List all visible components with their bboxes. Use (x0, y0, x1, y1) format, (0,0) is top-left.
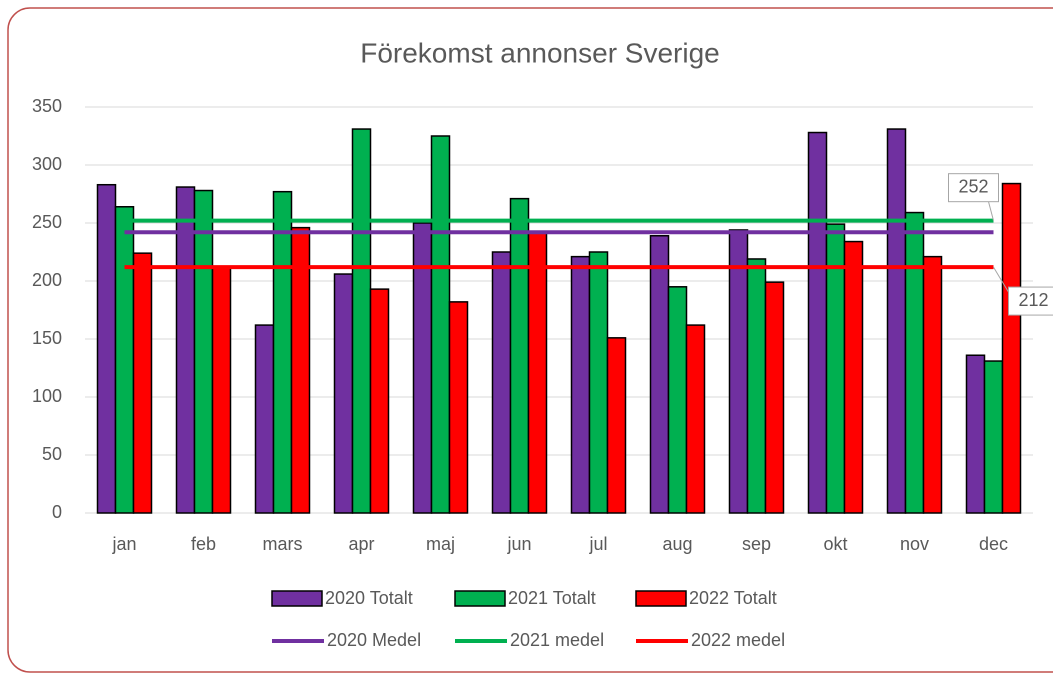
bar (588, 251, 609, 514)
bar (272, 190, 293, 514)
bar (807, 131, 828, 514)
x-tick-label: nov (900, 534, 929, 554)
bar (746, 258, 767, 514)
bar (369, 288, 390, 514)
x-tick-label: jun (506, 534, 531, 554)
bar (96, 183, 117, 514)
x-tick-label: jan (111, 534, 136, 554)
callout-box (1008, 286, 1053, 316)
x-tick-label: okt (823, 534, 847, 554)
x-tick-label: maj (426, 534, 455, 554)
chart-title: Förekomst annonser Sverige (360, 37, 720, 68)
bar (1001, 182, 1022, 514)
x-tick-label: feb (191, 534, 216, 554)
bar (649, 235, 670, 514)
bar (351, 128, 372, 514)
y-tick-label: 150 (32, 328, 62, 348)
data-label: 252 (958, 176, 988, 196)
bar (333, 273, 354, 514)
x-tick-label: sep (742, 534, 771, 554)
bar (904, 211, 925, 514)
legend-label: 2020 Medel (327, 630, 421, 650)
x-tick-label: apr (348, 534, 374, 554)
bar (685, 324, 706, 514)
bar (667, 286, 688, 514)
bar (843, 240, 864, 514)
legend-swatch (271, 590, 323, 607)
legend-label: 2022 medel (691, 630, 785, 650)
legend-swatch (454, 590, 506, 607)
bar (114, 206, 135, 514)
bar (764, 281, 785, 514)
legend-label: 2021 medel (510, 630, 604, 650)
x-tick-label: aug (662, 534, 692, 554)
x-tick-label: mars (263, 534, 303, 554)
bar (254, 324, 275, 514)
bar (728, 229, 749, 514)
legend-swatch (635, 590, 687, 607)
y-tick-label: 300 (32, 154, 62, 174)
legend-label: 2020 Totalt (325, 588, 413, 608)
bar (527, 231, 548, 514)
bar (965, 354, 986, 514)
bar (448, 301, 469, 514)
bar (983, 360, 1004, 514)
bar (193, 189, 214, 514)
bar (606, 337, 627, 514)
bar (290, 226, 311, 514)
bar (491, 251, 512, 514)
bar (922, 255, 943, 514)
bar (886, 128, 907, 514)
bar (570, 255, 591, 514)
legend-label: 2022 Totalt (689, 588, 777, 608)
callout-leader (988, 201, 994, 221)
y-tick-label: 200 (32, 270, 62, 290)
bar (430, 135, 451, 514)
legend-label: 2021 Totalt (508, 588, 596, 608)
callout-box (948, 173, 999, 203)
x-tick-label: dec (979, 534, 1008, 554)
y-tick-label: 100 (32, 386, 62, 406)
x-tick-label: jul (588, 534, 607, 554)
y-tick-label: 50 (42, 444, 62, 464)
data-label: 212 (1018, 290, 1048, 310)
bar (175, 186, 196, 514)
bar (132, 252, 153, 514)
callout-leader (993, 266, 1009, 293)
y-tick-label: 350 (32, 96, 62, 116)
bar (509, 197, 530, 514)
bar (211, 266, 232, 514)
y-tick-label: 0 (52, 502, 62, 522)
y-tick-label: 250 (32, 212, 62, 232)
